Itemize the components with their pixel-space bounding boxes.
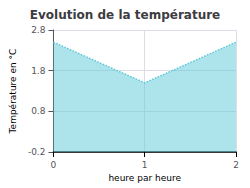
- svg-text:2.8: 2.8: [31, 25, 46, 35]
- svg-text:1.8: 1.8: [31, 66, 46, 76]
- svg-text:Température en °C: Température en °C: [8, 49, 18, 135]
- svg-text:-0.2: -0.2: [28, 147, 46, 157]
- svg-text:1: 1: [142, 160, 148, 170]
- svg-text:heure par heure: heure par heure: [108, 173, 181, 183]
- svg-text:0.8: 0.8: [31, 106, 46, 116]
- svg-text:2: 2: [233, 160, 239, 170]
- svg-text:0: 0: [51, 160, 57, 170]
- svg-text:Evolution de la température: Evolution de la température: [30, 8, 221, 22]
